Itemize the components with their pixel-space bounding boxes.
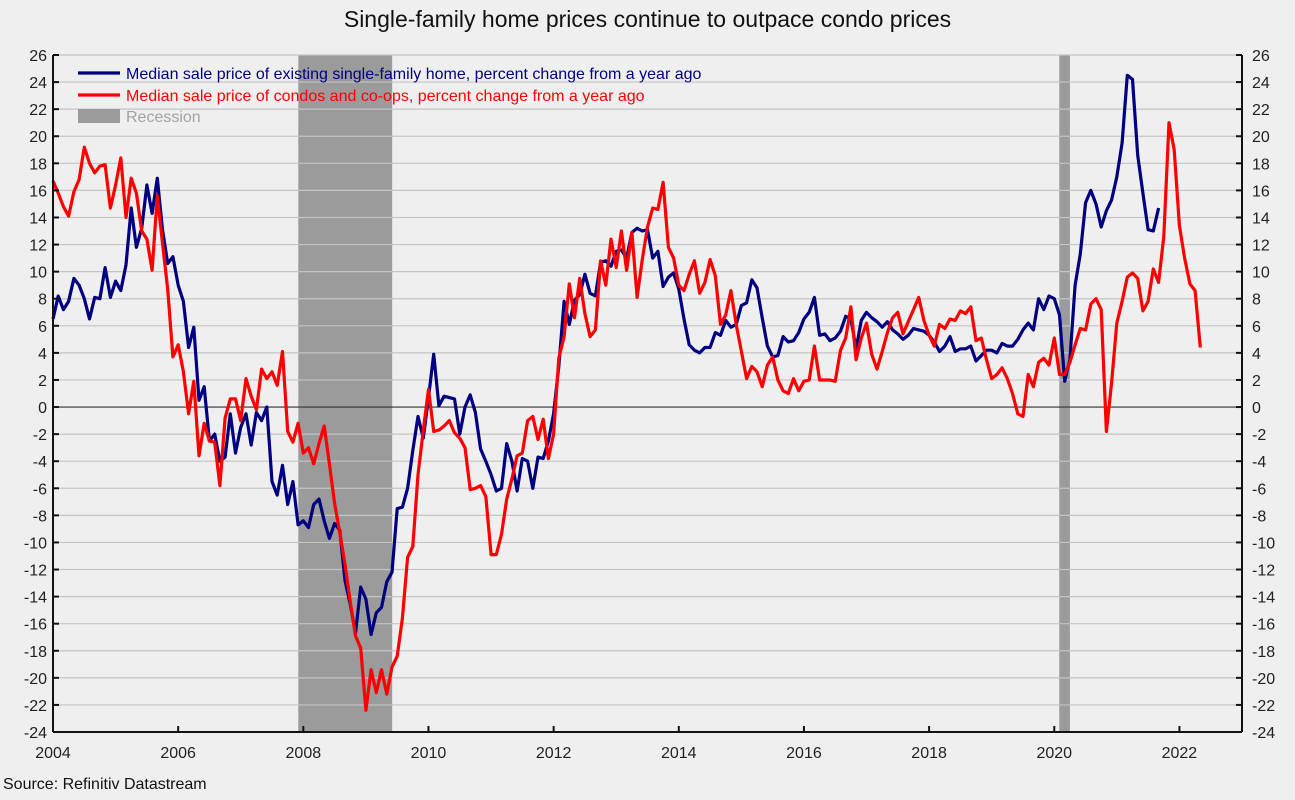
y-tick-label-right: -14: [1252, 590, 1275, 607]
y-tick-label-right: -16: [1252, 617, 1275, 634]
x-tick-label: 2014: [661, 745, 697, 762]
y-tick-label-right: 10: [1252, 265, 1270, 282]
gridlines: [53, 54, 1242, 733]
x-tick-label: 2016: [786, 745, 822, 762]
x-tick-label: 2006: [160, 745, 196, 762]
y-tick-label-right: -12: [1252, 563, 1275, 580]
y-tick-label-right: -8: [1252, 508, 1266, 525]
y-tick-label-left: 26: [29, 48, 47, 65]
x-tick-label: 2020: [1036, 745, 1072, 762]
y-tick-label-left: 8: [38, 292, 47, 309]
legend-label: Recession: [126, 109, 201, 126]
series-lines: [51, 73, 1202, 712]
y-tick-label-right: 22: [1252, 102, 1270, 119]
y-tick-label-right: 6: [1252, 319, 1261, 336]
y-tick-label-left: -18: [24, 644, 47, 661]
y-tick-label-right: 2: [1252, 373, 1261, 390]
series-line-single-family: [51, 73, 1161, 637]
y-tick-label-right: 18: [1252, 156, 1270, 173]
recession-band: [298, 55, 393, 732]
y-tick-label-right: 8: [1252, 292, 1261, 309]
y-tick-label-right: 4: [1252, 346, 1261, 363]
y-tick-label-left: 24: [29, 75, 47, 92]
y-tick-label-left: 12: [29, 238, 47, 255]
y-tick-label-right: -18: [1252, 644, 1275, 661]
legend: Median sale price of existing single-fam…: [78, 66, 702, 126]
recession-bands: [298, 55, 1070, 732]
y-tick-label-left: 14: [29, 210, 47, 227]
y-tick-label-left: 18: [29, 156, 47, 173]
y-tick-label-right: -4: [1252, 454, 1266, 471]
y-tick-label-right: 0: [1252, 400, 1261, 417]
y-tick-label-left: 22: [29, 102, 47, 119]
y-tick-label-right: 14: [1252, 210, 1270, 227]
y-tick-label-right: 26: [1252, 48, 1270, 65]
y-tick-label-left: -8: [33, 508, 47, 525]
y-tick-label-left: 0: [38, 400, 47, 417]
y-tick-label-left: -6: [33, 481, 47, 498]
y-tick-label-left: -14: [24, 590, 47, 607]
y-tick-label-right: -22: [1252, 698, 1275, 715]
y-tick-label-right: 16: [1252, 183, 1270, 200]
y-tick-label-right: 20: [1252, 129, 1270, 146]
y-tick-label-left: -22: [24, 698, 47, 715]
x-tick-label: 2012: [536, 745, 572, 762]
y-tick-label-right: -24: [1252, 725, 1275, 742]
x-tick-label: 2008: [286, 745, 322, 762]
y-tick-label-left: -20: [24, 671, 47, 688]
y-tick-label-left: 4: [38, 346, 47, 363]
y-tick-label-right: 12: [1252, 238, 1270, 255]
y-tick-label-right: 24: [1252, 75, 1270, 92]
y-tick-label-left: -24: [24, 725, 47, 742]
source-note: Source: Refinitiv Datastream: [3, 776, 207, 793]
y-tick-label-right: -2: [1252, 427, 1266, 444]
recession-band: [1059, 55, 1070, 732]
x-tick-label: 2022: [1162, 745, 1198, 762]
y-tick-label-left: -2: [33, 427, 47, 444]
y-tick-label-left: -10: [24, 535, 47, 552]
y-tick-label-left: -16: [24, 617, 47, 634]
x-tick-label: 2004: [35, 745, 71, 762]
y-tick-label-left: 16: [29, 183, 47, 200]
chart-title: Single-family home prices continue to ou…: [343, 6, 952, 32]
y-tick-label-left: 2: [38, 373, 47, 390]
x-tick-label: 2018: [911, 745, 947, 762]
series-line-condos: [51, 121, 1202, 712]
y-tick-label-left: -12: [24, 563, 47, 580]
y-tick-label-left: 20: [29, 129, 47, 146]
x-tick-label: 2010: [411, 745, 447, 762]
y-tick-label-left: -4: [33, 454, 47, 471]
y-tick-label-right: -10: [1252, 535, 1275, 552]
legend-swatch-recession: [78, 109, 120, 123]
y-tick-label-left: 6: [38, 319, 47, 336]
legend-label: Median sale price of existing single-fam…: [126, 66, 702, 83]
legend-label: Median sale price of condos and co-ops, …: [126, 88, 645, 105]
y-tick-label-left: 10: [29, 265, 47, 282]
y-tick-label-right: -6: [1252, 481, 1266, 498]
y-tick-label-right: -20: [1252, 671, 1275, 688]
